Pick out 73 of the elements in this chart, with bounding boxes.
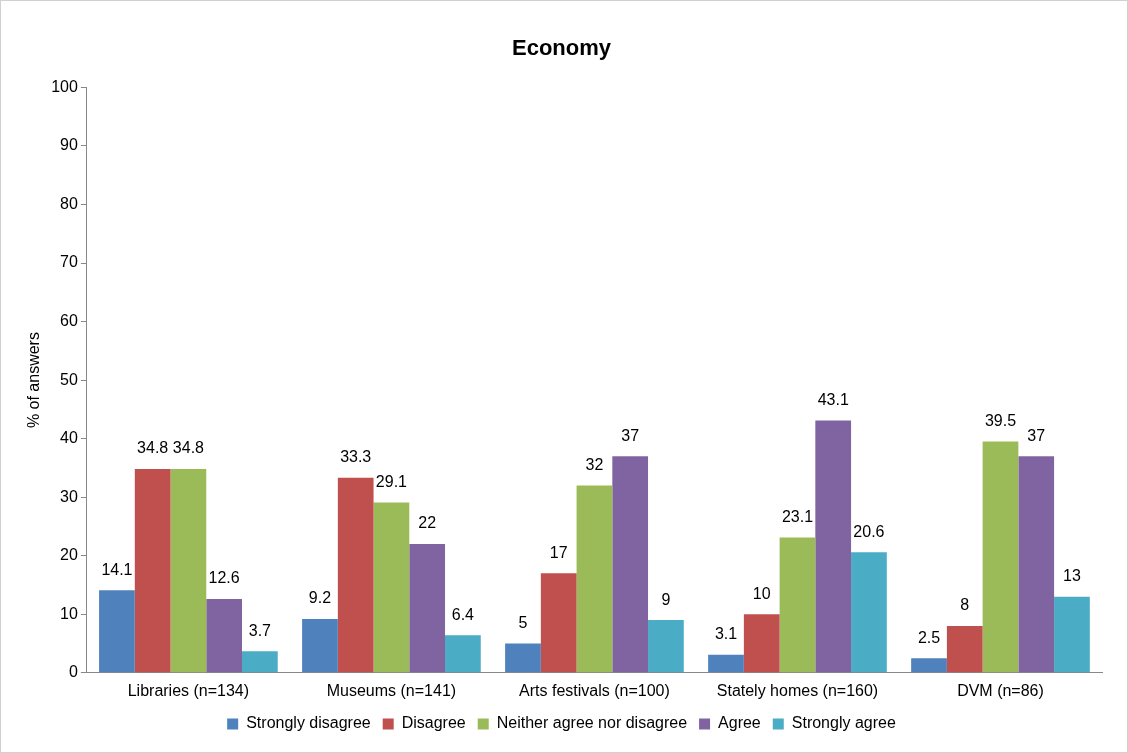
- x-tick-label: DVM (n=86): [957, 681, 1044, 699]
- data-label: 32: [585, 455, 604, 473]
- bar: [946, 625, 983, 673]
- legend-label: Disagree: [401, 714, 466, 732]
- bar: [302, 618, 338, 673]
- bar: [445, 635, 481, 673]
- bar: [1054, 596, 1090, 673]
- y-tick-label: 40: [60, 429, 78, 447]
- data-label: 6.4: [451, 605, 475, 623]
- data-label: 37: [1027, 426, 1046, 444]
- legend-label: Agree: [718, 714, 761, 732]
- data-label: 34.8: [172, 439, 205, 457]
- data-label: 3.7: [248, 621, 272, 639]
- data-label: 5: [518, 613, 528, 631]
- bar: [540, 573, 577, 673]
- y-tick-label: 90: [60, 136, 78, 154]
- data-label: 10: [752, 584, 771, 602]
- data-label: 39.5: [984, 411, 1017, 429]
- data-label: 33.3: [340, 448, 372, 466]
- y-tick-label: 80: [60, 194, 78, 212]
- y-tick-label: 30: [60, 487, 78, 505]
- x-tick-label: Stately homes (n=160): [716, 681, 879, 699]
- data-label: 12.6: [208, 569, 240, 587]
- data-label: 13: [1063, 567, 1081, 585]
- x-tick-label: Libraries (n=134): [127, 681, 250, 699]
- data-label: 20.6: [853, 522, 885, 540]
- data-label: 23.1: [781, 507, 814, 525]
- y-tick-label: 50: [60, 370, 78, 388]
- data-label: 14.1: [101, 560, 133, 578]
- bar: [779, 537, 816, 673]
- bar: [99, 590, 135, 673]
- data-label: 9: [661, 590, 671, 608]
- bar: [337, 477, 374, 673]
- chart-title: Economy: [511, 35, 612, 61]
- bar: [206, 599, 242, 673]
- bar: [242, 651, 278, 673]
- y-tick-label: 60: [60, 311, 78, 329]
- y-tick-label: 20: [60, 546, 78, 564]
- data-label: 3.1: [714, 625, 738, 643]
- bar: [708, 654, 744, 673]
- y-tick-label: 100: [51, 77, 78, 95]
- y-axis-title: % of answers: [25, 332, 43, 429]
- data-label: 8: [960, 596, 970, 614]
- bar: [373, 502, 410, 673]
- bar: [576, 485, 613, 673]
- x-tick-label: Museums (n=141): [326, 681, 457, 699]
- data-label: 17: [549, 543, 568, 561]
- legend-label: Strongly agree: [791, 714, 896, 732]
- y-tick-label: 70: [60, 253, 78, 271]
- bar: [505, 643, 541, 673]
- bar: [612, 456, 649, 673]
- legend-label: Strongly disagree: [246, 714, 371, 732]
- data-label: 2.5: [917, 628, 941, 646]
- y-tick-label: 10: [60, 604, 78, 622]
- data-label: 22: [418, 514, 437, 532]
- bar: [911, 658, 947, 673]
- bar: [170, 469, 207, 673]
- legend-label: Neither agree nor disagree: [496, 714, 688, 732]
- bar: [1018, 456, 1055, 673]
- bar: [743, 614, 780, 673]
- data-label: 34.8: [137, 439, 169, 457]
- bar: [982, 441, 1019, 673]
- bar: [648, 620, 684, 673]
- bar: [851, 552, 887, 673]
- y-tick-label: 0: [68, 663, 78, 681]
- data-label: 37: [621, 426, 640, 444]
- data-label: 43.1: [817, 390, 849, 408]
- bar: [409, 544, 446, 673]
- data-label: 9.2: [308, 589, 332, 607]
- x-tick-label: Arts festivals (n=100): [519, 681, 670, 699]
- bar: [815, 420, 852, 673]
- bar: [134, 469, 171, 673]
- data-label: 29.1: [375, 472, 408, 490]
